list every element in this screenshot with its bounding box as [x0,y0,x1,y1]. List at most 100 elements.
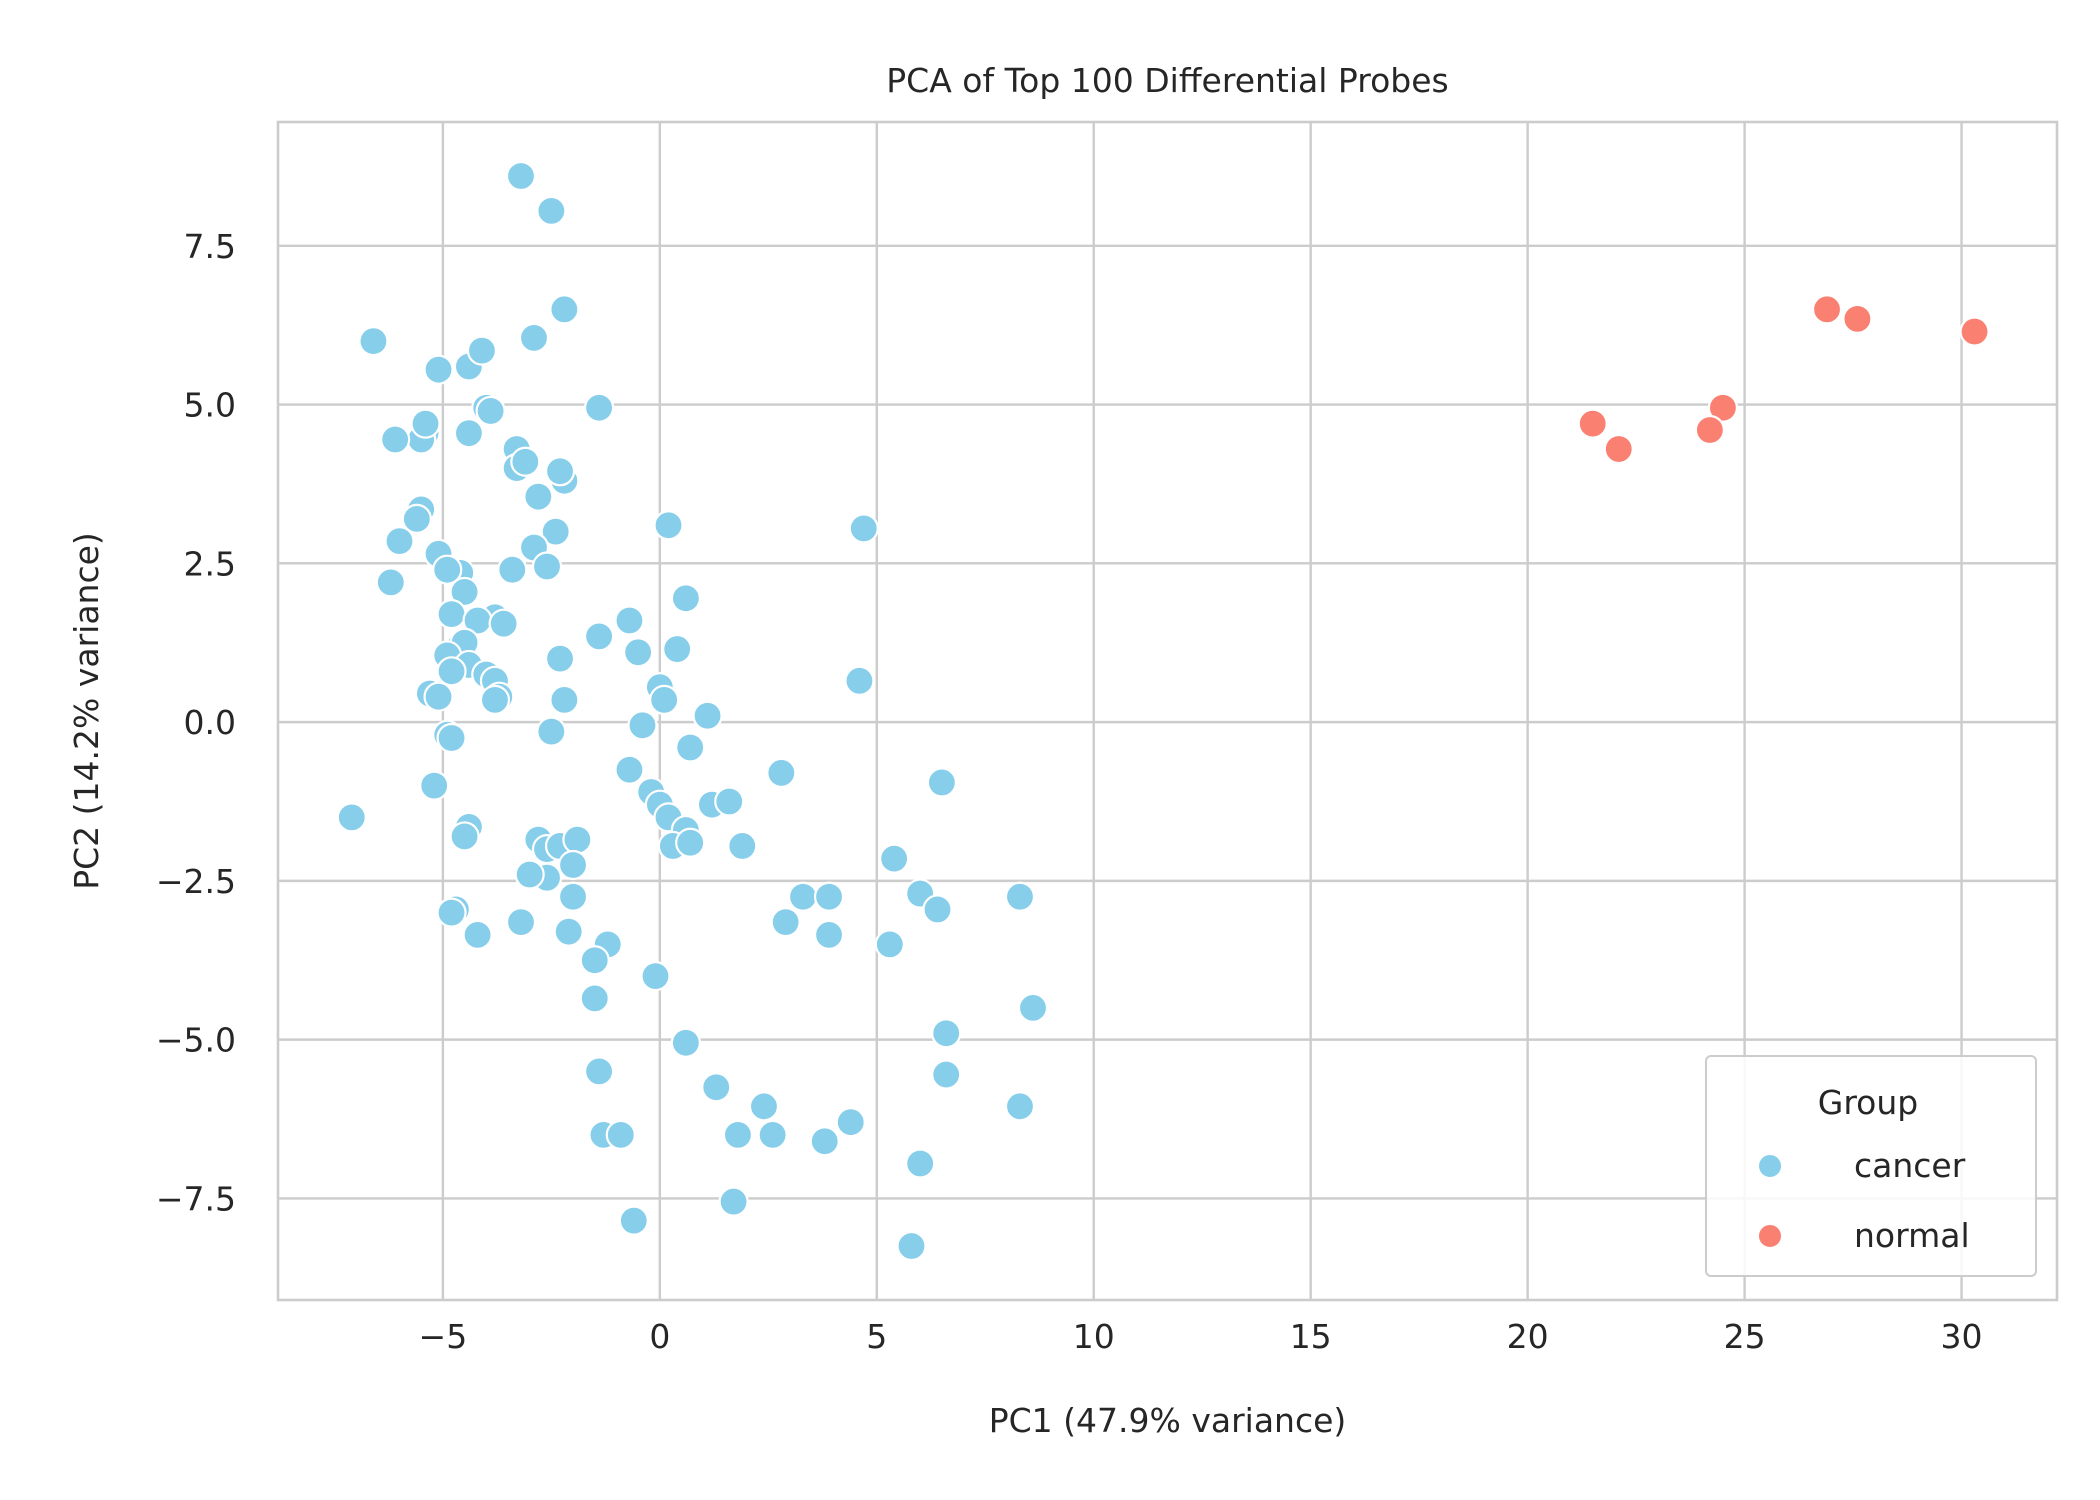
scatter-point-cancer [557,881,589,912]
x-tick-label: 15 [1290,1317,1332,1356]
y-tick-labels: −7.5 −5.0 −2.5 0.0 2.5 5.0 7.5 [156,227,236,1219]
scatter-point-cancer [896,1230,927,1262]
scatter-point-cancer [453,418,485,449]
scatter-point-cancer [926,767,957,798]
scatter-point-cancer [879,843,910,874]
legend-marker-normal [1757,1223,1783,1249]
scatter-point-cancer [583,621,615,652]
scatter-point-cancer [579,983,610,1014]
scatter-point-cancer [844,665,875,696]
legend-marker-cancer [1757,1153,1783,1179]
scatter-point-cancer [1004,1091,1036,1122]
legend-title: Group [1818,1083,1918,1122]
legend-label-normal: normal [1854,1216,1970,1255]
scatter-point-cancer [544,643,576,674]
scatter-point-cancer [627,710,658,741]
scatter-point-cancer [623,637,654,668]
scatter-point-cancer [436,722,467,754]
scatter-point-cancer [549,684,580,715]
gridlines [278,122,2057,1300]
scatter-point-cancer [423,681,454,712]
scatter-point-cancer [531,551,563,582]
scatter-point-cancer [722,1119,754,1150]
scatter-point-cancer [544,456,576,487]
scatter-point-cancer [714,786,745,817]
x-tick-label: −5 [419,1317,468,1356]
y-axis-label: PC2 (14.2% variance) [67,532,106,890]
scatter-point-cancer [423,354,454,385]
data-points [336,160,1990,1262]
scatter-point-cancer [549,294,580,325]
scatter-point-cancer [436,599,467,630]
y-tick-label: 0.0 [184,703,236,742]
scatter-point-cancer [813,881,845,912]
x-tick-label: 5 [866,1317,887,1356]
scatter-point-cancer [401,503,432,535]
y-tick-label: 5.0 [184,386,236,425]
scatter-point-cancer [922,894,953,925]
scatter-point-cancer [905,1148,936,1179]
scatter-point-cancer [931,1018,962,1049]
x-axis-label: PC1 (47.9% variance) [989,1401,1347,1440]
scatter-point-normal [1603,433,1634,465]
x-tick-label: 25 [1724,1317,1766,1356]
scatter-point-cancer [505,160,537,192]
scatter-point-cancer [653,510,684,541]
scatter-point-cancer [384,526,415,557]
scatter-point-cancer [497,554,528,585]
scatter-point-cancer [410,408,441,439]
scatter-point-cancer [757,1119,788,1150]
scatter-point-normal [1811,294,1843,325]
x-tick-label: 10 [1073,1317,1115,1356]
plot-frame [276,120,2059,1302]
scatter-point-normal [1707,392,1738,423]
scatter-point-cancer [718,1186,749,1217]
legend-items: cancer normal [1757,1146,1970,1255]
scatter-point-cancer [848,513,879,544]
scatter-point-cancer [436,897,467,928]
chart-title: PCA of Top 100 Differential Probes [886,61,1448,100]
scatter-point-cancer [553,916,584,947]
scatter-point-cancer [874,929,905,960]
scatter-point-cancer [375,567,406,598]
x-tick-label: 30 [1941,1317,1983,1356]
scatter-point-cancer [649,684,680,715]
scatter-point-cancer [583,392,615,423]
scatter-point-cancer [727,830,758,862]
legend: Group cancer normal [1705,1055,2037,1277]
scatter-point-cancer [701,1072,732,1103]
scatter-point-cancer [614,754,645,785]
scatter-point-cancer [675,827,706,858]
scatter-point-cancer [436,656,467,687]
y-tick-label: −2.5 [156,862,236,901]
scatter-point-cancer [449,576,480,608]
scatter-point-normal [1959,316,1990,347]
scatter-point-cancer [1017,992,1049,1023]
scatter-point-cancer [766,757,797,789]
y-tick-label: −7.5 [156,1179,236,1218]
scatter-point-cancer [605,1119,636,1150]
scatter-point-cancer [614,605,645,636]
scatter-point-cancer [809,1126,840,1157]
scatter-point-cancer [514,859,545,890]
scatter-point-cancer [479,684,511,715]
scatter-point-cancer [931,1059,962,1090]
legend-box [1705,1055,2037,1277]
y-tick-label: −5.0 [156,1021,236,1060]
scatter-point-cancer [770,907,801,938]
scatter-point-cancer [1004,881,1036,912]
x-tick-label: 20 [1507,1317,1549,1356]
scatter-point-cancer [787,881,819,912]
scatter-point-normal [1577,408,1608,439]
scatter-point-cancer [536,716,567,747]
scatter-point-cancer [419,770,450,801]
scatter-point-cancer [662,633,693,665]
y-tick-label: 2.5 [184,544,236,583]
scatter-point-cancer [380,424,411,455]
scatter-point-cancer [536,195,567,227]
scatter-point-cancer [562,824,593,855]
scatter-point-cancer [523,481,554,512]
scatter-point-cancer [336,802,367,833]
scatter-point-cancer [692,700,723,731]
